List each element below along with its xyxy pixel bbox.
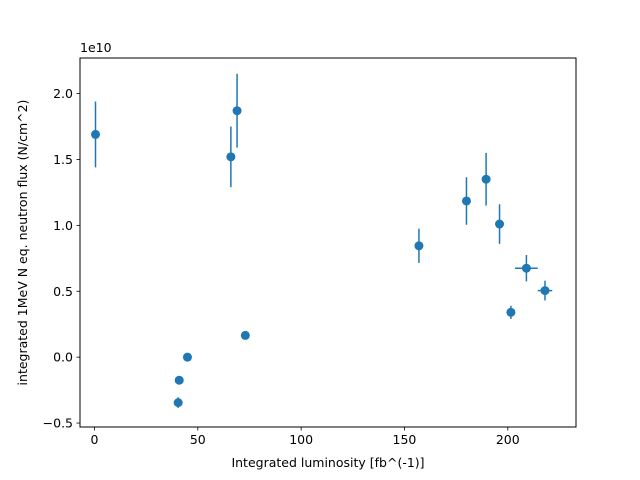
data-marker — [481, 174, 491, 184]
x-tick-label: 50 — [190, 432, 206, 447]
data-marker — [182, 352, 192, 362]
data-point — [461, 177, 471, 225]
y-axis-label: integrated 1MeV N eq. neutron flux (N/cm… — [15, 100, 30, 386]
data-marker — [495, 219, 505, 229]
data-point — [537, 280, 553, 301]
data-point — [414, 228, 424, 263]
data-marker — [232, 106, 242, 116]
data-point — [240, 330, 250, 340]
data-marker — [174, 375, 184, 385]
data-marker — [506, 307, 516, 317]
axes-frame — [79, 57, 577, 428]
data-point — [495, 204, 505, 244]
y-offset-text: 1e10 — [80, 40, 112, 55]
data-point — [91, 101, 100, 168]
data-marker — [540, 286, 550, 296]
data-marker — [414, 241, 424, 251]
data-marker — [521, 263, 531, 273]
data-point — [173, 397, 183, 408]
data-point — [232, 73, 242, 148]
y-tick-label: 0.5 — [53, 284, 73, 299]
data-marker — [240, 330, 250, 340]
y-tick-label: 1.0 — [53, 218, 73, 233]
y-tick-label: 2.0 — [53, 86, 73, 101]
data-marker — [91, 129, 100, 139]
data-point — [226, 126, 236, 188]
x-tick-label: 100 — [289, 432, 313, 447]
y-tick-label: 1.5 — [53, 152, 73, 167]
x-tick-label: 200 — [496, 432, 520, 447]
y-tick-label: 0.0 — [53, 350, 73, 365]
data-marker — [226, 152, 236, 162]
x-tick-label: 150 — [393, 432, 417, 447]
x-axis-label: Integrated luminosity [fb^(-1)] — [231, 455, 424, 470]
data-point — [174, 375, 184, 385]
data-point — [481, 152, 491, 206]
x-axis-ticks: 0 50 100 150 200 — [90, 427, 520, 447]
plot-area — [91, 73, 553, 408]
data-point — [506, 305, 516, 319]
x-tick-label: 0 — [90, 432, 98, 447]
data-marker — [461, 196, 471, 206]
y-axis-ticks: −0.5 0.0 0.5 1.0 1.5 2.0 — [43, 86, 80, 431]
data-marker — [173, 398, 183, 408]
data-point — [182, 352, 192, 362]
y-tick-label: −0.5 — [43, 416, 73, 431]
data-point — [515, 255, 538, 282]
